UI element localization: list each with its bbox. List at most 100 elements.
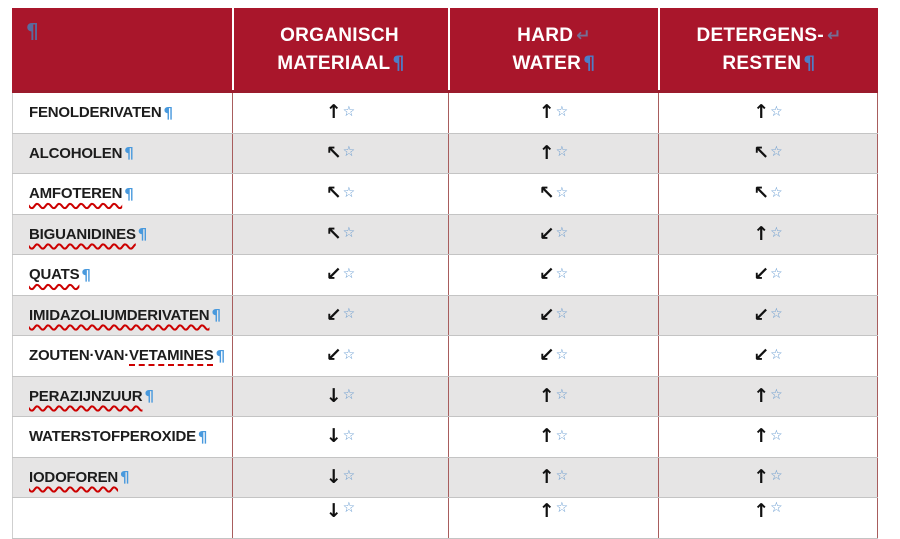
symbol-cell: ↙ ☆ bbox=[658, 255, 878, 295]
row-label: VETAMINES bbox=[129, 347, 214, 365]
star-icon: ☆ bbox=[770, 387, 783, 404]
symbol-cell: ↑ ☆ bbox=[448, 417, 658, 457]
pilcrow-icon: ¶ bbox=[137, 225, 148, 244]
star-icon: ☆ bbox=[342, 468, 356, 485]
symbol-cell: ↖ ☆ bbox=[232, 214, 448, 254]
symbol-cell: ↓ ☆ bbox=[232, 457, 448, 497]
symbol-cell: ↑ ☆ bbox=[448, 93, 658, 133]
trend-arrow-icon: ↓ bbox=[325, 465, 342, 488]
trend-arrow-icon: ↙ bbox=[325, 303, 342, 326]
row-label-cell: BIGUANIDINES ¶ bbox=[12, 214, 232, 254]
pilcrow-icon: ¶ bbox=[197, 427, 208, 446]
star-icon: ☆ bbox=[555, 427, 569, 444]
symbol-cell: ↖ ☆ bbox=[658, 133, 878, 173]
star-icon: ☆ bbox=[770, 184, 783, 201]
trend-arrow-icon: ↖ bbox=[325, 141, 342, 164]
pilcrow-icon: ¶ bbox=[215, 346, 226, 365]
star-icon: ☆ bbox=[342, 265, 356, 282]
symbol-cell: ↙ ☆ bbox=[448, 255, 658, 295]
symbol-cell: ↓ ☆ bbox=[232, 498, 448, 538]
star-icon: ☆ bbox=[555, 346, 569, 363]
trend-arrow-icon: ↙ bbox=[753, 344, 770, 367]
symbol-cell: ↙ ☆ bbox=[658, 336, 878, 376]
trend-arrow-icon: ↙ bbox=[753, 263, 770, 286]
trend-arrow-icon: ↙ bbox=[538, 303, 555, 326]
trend-arrow-icon: ↑ bbox=[753, 384, 770, 407]
row-label-cell bbox=[12, 498, 232, 538]
table-row: QUATS ¶ ↙ ☆ ↙ ☆ ↙ ☆ bbox=[12, 255, 878, 296]
pilcrow-icon: ¶ bbox=[583, 51, 596, 74]
trend-arrow-icon: ↙ bbox=[753, 303, 770, 326]
star-icon: ☆ bbox=[342, 427, 356, 444]
row-label-cell: IMIDAZOLIUMDERIVATEN ¶ bbox=[12, 295, 232, 335]
trend-arrow-icon: ↙ bbox=[538, 344, 555, 367]
trend-arrow-icon: ↙ bbox=[538, 222, 555, 245]
star-icon: ☆ bbox=[342, 103, 356, 120]
star-icon: ☆ bbox=[770, 427, 783, 444]
trend-arrow-icon: ↙ bbox=[538, 263, 555, 286]
symbol-cell: ↑ ☆ bbox=[658, 93, 878, 133]
symbol-cell: ↙ ☆ bbox=[232, 295, 448, 335]
row-label-cell: FENOLDERIVATEN ¶ bbox=[12, 93, 232, 133]
star-icon: ☆ bbox=[555, 225, 569, 242]
trend-arrow-icon: ↖ bbox=[538, 182, 555, 205]
symbol-cell: ↑ ☆ bbox=[658, 498, 878, 538]
trend-arrow-icon: ↙ bbox=[325, 344, 342, 367]
row-label: AMFOTEREN bbox=[29, 185, 123, 203]
row-label: QUATS bbox=[29, 266, 80, 284]
line-break-icon: ↵ bbox=[827, 25, 842, 46]
row-label-cell: WATERSTOFPEROXIDE ¶ bbox=[12, 417, 232, 457]
trend-arrow-icon: ↑ bbox=[325, 101, 342, 124]
symbol-cell: ↑ ☆ bbox=[658, 376, 878, 416]
pilcrow-icon: ¶ bbox=[120, 468, 130, 487]
trend-arrow-icon: ↑ bbox=[753, 465, 770, 488]
star-icon: ☆ bbox=[342, 387, 356, 404]
symbol-cell: ↖ ☆ bbox=[232, 133, 448, 173]
symbol-cell: ↑ ☆ bbox=[448, 133, 658, 173]
symbol-cell: ↙ ☆ bbox=[448, 214, 658, 254]
row-label-cell: QUATS ¶ bbox=[12, 255, 232, 295]
trend-arrow-icon: ↓ bbox=[325, 500, 342, 522]
symbol-cell: ↙ ☆ bbox=[232, 255, 448, 295]
row-label: PERAZIJNZUUR bbox=[29, 387, 143, 405]
symbol-cell: ↓ ☆ bbox=[232, 417, 448, 457]
header-cell-empty: ¶ bbox=[12, 8, 232, 90]
table-row: WATERSTOFPEROXIDE ¶ ↓ ☆ ↑ ☆ ↑ ☆ bbox=[12, 417, 878, 458]
header-line2: WATER bbox=[512, 52, 582, 74]
table-row: BIGUANIDINES ¶ ↖ ☆ ↙ ☆ ↑ ☆ bbox=[12, 214, 878, 255]
star-icon: ☆ bbox=[342, 346, 356, 363]
star-icon: ☆ bbox=[770, 306, 783, 323]
star-icon: ☆ bbox=[555, 103, 569, 120]
pilcrow-icon: ¶ bbox=[26, 19, 40, 43]
row-label-cell: ZOUTEN·VAN· VETAMINES ¶ bbox=[12, 336, 232, 376]
symbol-cell: ↑ ☆ bbox=[448, 457, 658, 497]
trend-arrow-icon: ↑ bbox=[538, 141, 555, 164]
trend-arrow-icon: ↙ bbox=[325, 263, 342, 286]
pilcrow-icon: ¶ bbox=[81, 265, 91, 284]
pilcrow-icon: ¶ bbox=[144, 387, 154, 406]
trend-arrow-icon: ↑ bbox=[538, 465, 555, 488]
pilcrow-icon: ¶ bbox=[124, 184, 134, 203]
trend-arrow-icon: ↖ bbox=[325, 222, 342, 245]
trend-arrow-icon: ↖ bbox=[753, 182, 770, 205]
trend-arrow-icon: ↑ bbox=[753, 500, 770, 522]
header-cell-organisch-materiaal: ORGANISCH MATERIAAL ¶ bbox=[232, 8, 448, 90]
star-icon: ☆ bbox=[342, 306, 356, 323]
star-icon: ☆ bbox=[555, 265, 569, 282]
star-icon: ☆ bbox=[555, 468, 569, 485]
symbol-cell: ↙ ☆ bbox=[448, 336, 658, 376]
symbol-cell: ↑ ☆ bbox=[658, 417, 878, 457]
header-cell-hard-water: HARD ↵ WATER ¶ bbox=[448, 8, 658, 90]
header-line1: ORGANISCH bbox=[280, 24, 399, 46]
star-icon: ☆ bbox=[342, 500, 356, 516]
pilcrow-icon: ¶ bbox=[124, 144, 134, 163]
trend-arrow-icon: ↑ bbox=[753, 101, 770, 124]
row-label: BIGUANIDINES bbox=[29, 225, 136, 243]
star-icon: ☆ bbox=[555, 144, 569, 161]
line-break-icon: ↵ bbox=[576, 25, 591, 46]
symbol-cell: ↑ ☆ bbox=[232, 93, 448, 133]
symbol-cell: ↑ ☆ bbox=[448, 498, 658, 538]
table-row: IMIDAZOLIUMDERIVATEN ¶ ↙ ☆ ↙ ☆ ↙ ☆ bbox=[12, 295, 878, 336]
symbol-cell: ↙ ☆ bbox=[448, 295, 658, 335]
symbol-cell: ↑ ☆ bbox=[658, 457, 878, 497]
